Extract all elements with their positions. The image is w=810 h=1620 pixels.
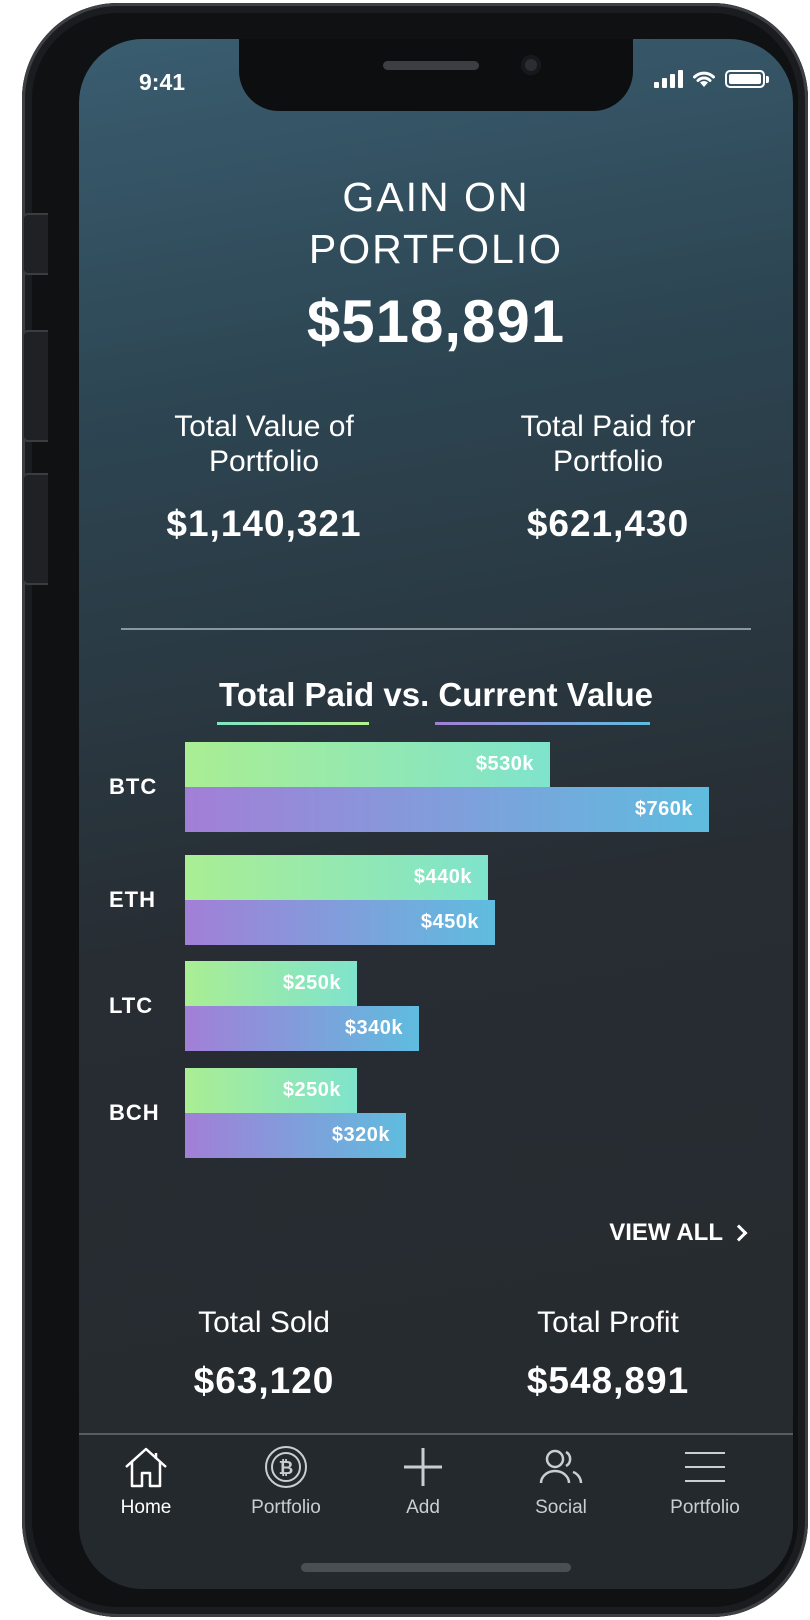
legend-paid-underline <box>217 722 369 725</box>
total-sold-label: Total Sold <box>198 1306 330 1339</box>
tab-label: Home <box>120 1497 172 1518</box>
bar-current-eth: $450k <box>185 900 495 945</box>
total-profit-label: Total Profit <box>537 1306 679 1339</box>
total-profit-stat: Total Profit $548,891 <box>443 1305 773 1402</box>
speaker <box>383 61 479 70</box>
battery-icon <box>725 70 769 88</box>
total-sold-amount: $63,120 <box>193 1360 335 1401</box>
status-time: 9:41 <box>139 69 186 95</box>
bar-paid-bch: $250k <box>185 1068 357 1113</box>
volume-down-button <box>22 473 48 585</box>
legend-current-underline <box>435 722 650 725</box>
category-label-eth: ETH <box>109 887 156 912</box>
category-label-btc: BTC <box>109 774 158 799</box>
total-profit-amount: $548,891 <box>526 1360 690 1401</box>
bar-paid-ltc: $250k <box>185 961 357 1006</box>
bar-paid-eth: $440k <box>185 855 488 900</box>
tab-label: Portfolio <box>670 1497 740 1518</box>
volume-up-button <box>22 330 48 442</box>
paid-vs-value-chart: BTC $530k $760k ETH $440k $450k LTC $250k $340k B… <box>79 39 793 1339</box>
total-paid-stat: Total Paid for Portfolio $621,430 <box>443 409 773 545</box>
phone-frame: 9:41 GAIN ON PORTFOLIO $518,891 Total Va… <box>22 3 808 1617</box>
tab-portfolio-menu[interactable]: Portfolio <box>635 1445 775 1519</box>
tab-portfolio[interactable]: ₿ Portfolio <box>216 1445 356 1519</box>
total-value-label: Total Value of Portfolio <box>174 410 354 478</box>
category-label-bch: BCH <box>109 1100 160 1125</box>
view-all-button[interactable]: VIEW ALL <box>609 1219 748 1247</box>
gain-title: GAIN ON PORTFOLIO <box>308 174 564 272</box>
section-divider <box>121 628 751 630</box>
chart-title: Total Paid vs. Current Value <box>218 676 653 713</box>
home-icon <box>125 1447 167 1488</box>
wifi-icon <box>693 71 715 87</box>
app-screen: 9:41 GAIN ON PORTFOLIO $518,891 Total Va… <box>79 39 793 1589</box>
users-icon <box>539 1449 583 1484</box>
bitcoin-coin-icon: ₿ <box>265 1446 307 1488</box>
total-paid-amount: $621,430 <box>526 503 690 544</box>
view-all-label: VIEW ALL <box>609 1219 723 1246</box>
total-value-stat: Total Value of Portfolio $1,140,321 <box>99 409 429 545</box>
tab-label: Social <box>535 1497 587 1518</box>
tab-label: Add <box>406 1497 440 1518</box>
total-sold-stat: Total Sold $63,120 <box>99 1305 429 1402</box>
tab-label: Portfolio <box>251 1497 321 1518</box>
front-camera <box>521 55 541 75</box>
total-paid-label: Total Paid for Portfolio <box>520 410 696 478</box>
home-indicator <box>301 1563 571 1572</box>
plus-icon <box>404 1448 442 1486</box>
tab-add[interactable]: Add <box>353 1445 493 1519</box>
total-value-amount: $1,140,321 <box>166 503 362 544</box>
notch <box>239 39 633 111</box>
mute-switch <box>22 213 48 275</box>
category-label-ltc: LTC <box>109 993 154 1018</box>
chevron-right-icon <box>730 1224 748 1242</box>
menu-icon <box>685 1452 725 1482</box>
bar-current-ltc: $340k <box>185 1006 419 1051</box>
bar-paid-btc: $530k <box>185 742 550 787</box>
bar-current-btc: $760k <box>185 787 709 832</box>
status-icons <box>654 69 769 89</box>
tab-home[interactable]: Home <box>79 1445 216 1519</box>
tab-social[interactable]: Social <box>491 1445 631 1519</box>
bar-current-bch: $320k <box>185 1113 406 1158</box>
cellular-signal-icon <box>654 70 683 88</box>
gain-value: $518,891 <box>306 288 566 355</box>
svg-text:₿: ₿ <box>279 1458 294 1479</box>
